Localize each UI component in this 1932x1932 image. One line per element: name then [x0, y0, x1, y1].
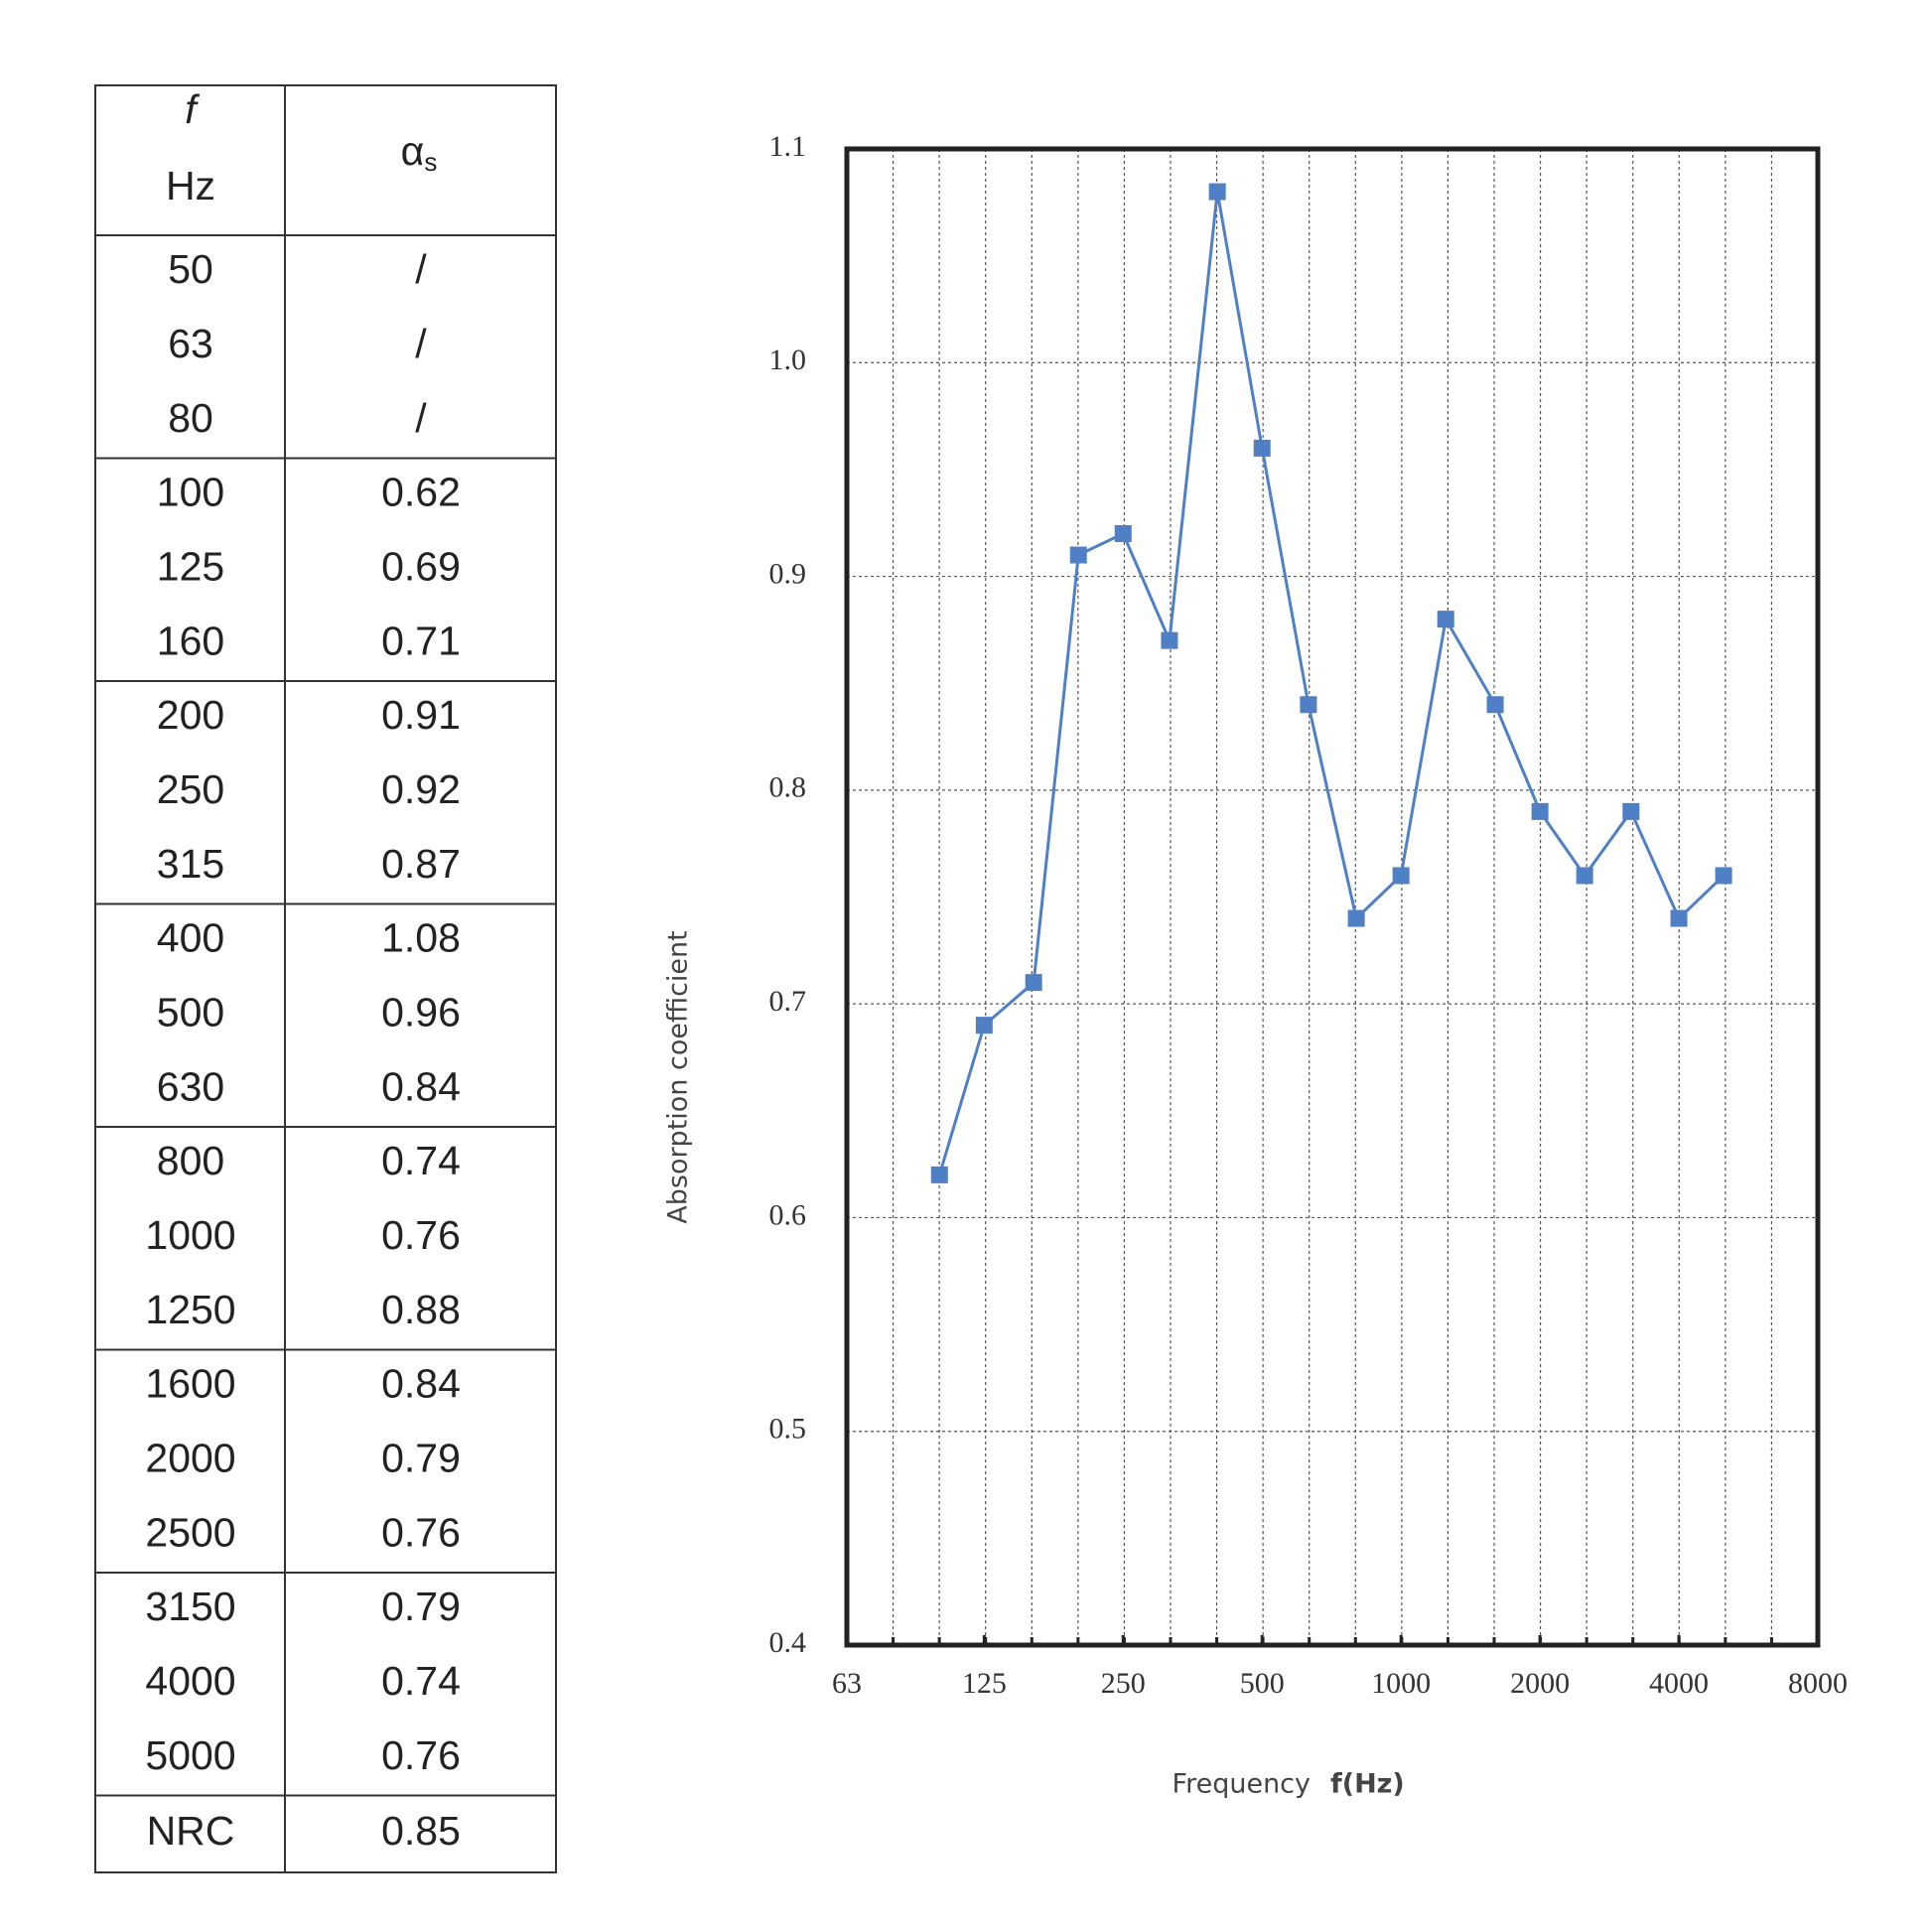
data-point: [1576, 867, 1593, 885]
chart: Absorption coefficient Frequency f(Hz) 0…: [663, 130, 1849, 1800]
frequency-cell: 1250: [145, 1287, 235, 1332]
data-point: [1114, 525, 1132, 543]
data-point: [975, 1017, 993, 1035]
y-tick-label: 1.0: [769, 344, 807, 376]
frequency-cell: 315: [157, 841, 224, 887]
data-point: [1715, 867, 1732, 885]
alpha-cell: 0.62: [381, 470, 461, 515]
alpha-cell: 0.76: [381, 1212, 461, 1258]
nrc-value: 0.85: [381, 1808, 461, 1854]
alpha-cell: 0.76: [381, 1732, 461, 1778]
alpha-cell: 0.74: [381, 1138, 461, 1183]
x-tick-label: 4000: [1649, 1667, 1709, 1700]
data-point: [1025, 974, 1042, 992]
alpha-cell: 0.76: [381, 1509, 461, 1555]
y-tick-label: 0.4: [769, 1626, 807, 1659]
alpha-sub: s: [424, 147, 437, 177]
frequency-cell: 2500: [145, 1509, 235, 1555]
data-point: [1300, 696, 1317, 714]
frequency-cell: 4000: [145, 1658, 235, 1704]
alpha-cell: /: [415, 246, 427, 292]
y-tick-label: 0.7: [769, 985, 807, 1018]
frequency-cell: 50: [168, 246, 213, 292]
x-axis-unit: f(Hz): [1330, 1769, 1405, 1800]
alpha-cell: 0.96: [381, 990, 461, 1035]
data-point: [1486, 696, 1504, 714]
frequency-cell: 200: [157, 692, 224, 738]
header-f: f: [185, 86, 200, 132]
alpha-cell: 0.84: [381, 1063, 461, 1109]
header-unit: Hz: [166, 163, 215, 208]
frequency-cell: 2000: [145, 1436, 235, 1481]
table: f Hz αs 50 / 63 / 80 / 100 0.62 125 0.69 160 0.71 20…: [94, 84, 557, 1873]
x-tick-label: 1000: [1371, 1667, 1431, 1700]
x-tick-label: 250: [1101, 1667, 1146, 1700]
alpha-cell: 0.87: [381, 841, 461, 887]
data-point: [1347, 909, 1365, 927]
nrc-label: NRC: [147, 1808, 235, 1854]
x-tick-label: 500: [1240, 1667, 1285, 1700]
data-point: [1622, 802, 1640, 820]
alpha-cell: 0.74: [381, 1658, 461, 1704]
plot-frame: [844, 146, 1821, 1648]
frequency-cell: 1000: [145, 1212, 235, 1258]
data-point: [1670, 909, 1688, 927]
alpha-cell: 0.69: [381, 544, 461, 590]
alpha-cell: 0.92: [381, 766, 461, 812]
alpha-cell: 0.88: [381, 1287, 461, 1332]
alpha-cell: /: [415, 321, 427, 366]
x-tick-label: 125: [962, 1667, 1007, 1700]
alpha-cell: 0.79: [381, 1584, 461, 1629]
y-axis-label: Absorption coefficient: [663, 930, 694, 1223]
data-line: [937, 191, 1725, 1175]
data-point: [1161, 631, 1178, 649]
x-tick-label: 8000: [1788, 1667, 1848, 1700]
y-tick-label: 0.8: [769, 771, 807, 804]
frequency-cell: 500: [157, 990, 224, 1035]
header-alpha: αs: [401, 128, 438, 177]
x-axis-label: Frequency: [1173, 1769, 1311, 1800]
alpha-cell: 0.79: [381, 1436, 461, 1481]
data-point: [930, 1166, 948, 1183]
frequency-cell: 800: [157, 1138, 224, 1183]
frequency-cell: 250: [157, 766, 224, 812]
alpha: α: [401, 128, 425, 174]
table-border: [94, 84, 557, 1873]
x-tick-label: 63: [832, 1667, 862, 1700]
frequency-cell: 630: [157, 1063, 224, 1109]
y-tick-label: 0.5: [769, 1413, 807, 1446]
data-point: [1208, 183, 1226, 201]
data-point: [1437, 611, 1454, 628]
alpha-cell: 0.91: [381, 692, 461, 738]
frequency-cell: 100: [157, 470, 224, 515]
y-tick-label: 0.9: [769, 557, 807, 590]
frequency-cell: 5000: [145, 1732, 235, 1778]
y-tick-label: 1.1: [769, 130, 807, 163]
data-point: [1253, 439, 1271, 457]
frequency-cell: 160: [157, 618, 224, 663]
alpha-cell: 0.71: [381, 618, 461, 663]
alpha-cell: /: [415, 395, 427, 441]
data-point: [1069, 546, 1087, 564]
alpha-cell: 0.84: [381, 1361, 461, 1407]
x-tick-label: 2000: [1510, 1667, 1570, 1700]
frequency-cell: 3150: [145, 1584, 235, 1629]
data-point: [1392, 867, 1410, 885]
frequency-cell: 1600: [145, 1361, 235, 1407]
frequency-cell: 80: [168, 395, 213, 441]
frequency-cell: 125: [157, 544, 224, 590]
frequency-cell: 63: [168, 321, 213, 366]
alpha-cell: 1.08: [381, 915, 461, 961]
frequency-cell: 400: [157, 915, 224, 961]
data-point: [1531, 802, 1549, 820]
y-tick-label: 0.6: [769, 1198, 807, 1231]
